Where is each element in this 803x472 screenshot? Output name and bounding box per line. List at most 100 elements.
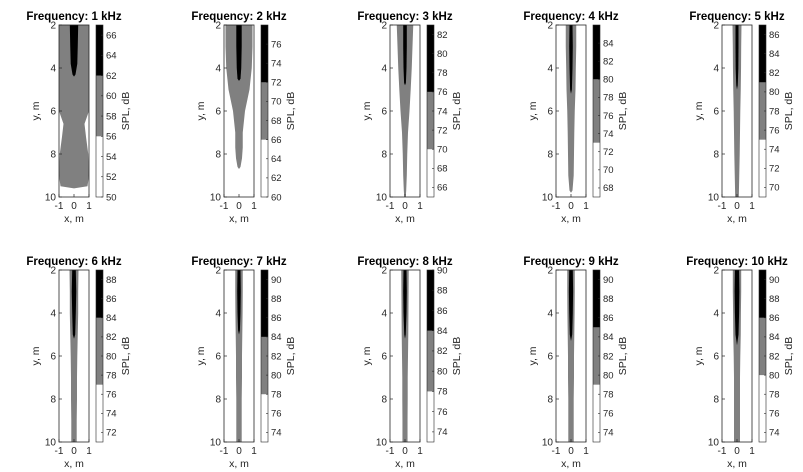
- colorbar-tick-label: 72: [271, 78, 282, 89]
- subplot-title: Frequency: 4 kHz: [523, 11, 618, 23]
- y-tick-label: 2: [713, 21, 719, 32]
- x-axis-label: x, m: [64, 213, 84, 225]
- x-tick-label: 0: [402, 201, 408, 212]
- y-tick-label: 2: [381, 21, 387, 32]
- y-tick-label: 6: [381, 107, 387, 118]
- colorbar-tick-label: 82: [603, 351, 614, 362]
- colorbar-band-mid: [261, 82, 268, 140]
- spl-region-high: [236, 25, 242, 81]
- colorbar-tick-label: 70: [603, 165, 614, 176]
- y-axis-label: y, m: [195, 346, 207, 365]
- colorbar: 50 52 54 56 58 60 62 64 66 SPL, dB: [95, 24, 132, 203]
- subplot-title: Frequency: 3 kHz: [357, 11, 452, 23]
- y-axis-label: y, m: [527, 101, 539, 120]
- colorbar-tick-label: 82: [769, 68, 780, 79]
- colorbar-band-low: [427, 391, 434, 442]
- colorbar-tick-label: 86: [437, 306, 448, 317]
- colorbar-band-high: [427, 270, 434, 331]
- colorbar-tick-label: 82: [603, 57, 614, 68]
- colorbar-label: SPL, dB: [783, 337, 795, 376]
- colorbar-tick-label: 88: [106, 275, 117, 286]
- colorbar-tick-label: 76: [769, 125, 780, 136]
- y-tick-label: 4: [215, 64, 221, 75]
- x-tick-label: 1: [251, 446, 257, 457]
- spl-region-mid: [732, 25, 742, 197]
- colorbar-tick-label: 60: [106, 91, 117, 102]
- colorbar-tick-label: 68: [271, 116, 282, 127]
- y-axis-label: y, m: [361, 346, 373, 365]
- colorbar-band-low: [96, 384, 103, 442]
- colorbar-band-high: [96, 270, 103, 318]
- x-tick-label: 0: [236, 201, 242, 212]
- colorbar-frame: [95, 24, 104, 198]
- x-axis-label: x, m: [561, 213, 581, 225]
- colorbar-tick-label: 56: [106, 132, 117, 143]
- spl-region-mid: [401, 270, 409, 442]
- colorbar-tick-label: 50: [106, 192, 117, 203]
- y-tick-label: 4: [547, 64, 553, 75]
- y-tick-label: 10: [376, 193, 388, 204]
- colorbar: 74 76 78 80 82 84 86 88 90 SPL, dB: [592, 269, 629, 443]
- spl-region-mid: [235, 270, 243, 442]
- x-tick-label: -1: [718, 446, 727, 457]
- colorbar: 74 76 78 80 82 84 86 88 90 SPL, dB: [260, 269, 297, 443]
- colorbar-tick-label: 84: [603, 38, 614, 49]
- y-tick-label: 10: [45, 438, 57, 449]
- colorbar-tick-label: 80: [603, 370, 614, 381]
- subplot-title: Frequency: 9 kHz: [523, 256, 618, 268]
- y-tick-label: 2: [547, 21, 553, 32]
- colorbar-tick-label: 86: [603, 313, 614, 324]
- x-axis-label: x, m: [64, 458, 84, 470]
- colorbar-label: SPL, dB: [285, 337, 297, 376]
- subplot-title: Frequency: 1 kHz: [26, 11, 121, 23]
- colorbar-tick-label: 88: [603, 294, 614, 305]
- colorbar-band-low: [593, 384, 600, 442]
- colorbar-tick-label: 76: [271, 39, 282, 50]
- y-tick-label: 10: [376, 438, 388, 449]
- colorbar-tick-label: 62: [106, 71, 117, 82]
- colorbar: 74 76 78 80 82 84 86 88 90 SPL, dB: [758, 269, 795, 443]
- x-tick-label: 1: [251, 201, 257, 212]
- x-tick-label: 0: [236, 446, 242, 457]
- subplot-title: Frequency: 6 kHz: [26, 256, 121, 268]
- x-tick-label: 0: [71, 446, 77, 457]
- y-tick-label: 8: [381, 150, 387, 161]
- colorbar-tick-label: 88: [769, 294, 780, 305]
- spl-region-high: [568, 270, 574, 341]
- spl-region-high: [735, 25, 739, 90]
- colorbar-tick-label: 70: [769, 183, 780, 194]
- colorbar-band-low: [427, 149, 434, 197]
- y-tick-label: 8: [50, 395, 56, 406]
- colorbar-band-high: [427, 25, 434, 92]
- colorbar-label: SPL, dB: [120, 337, 132, 376]
- colorbar-band-mid: [427, 91, 434, 150]
- colorbar-band-low: [96, 136, 103, 197]
- colorbar-label: SPL, dB: [617, 337, 629, 376]
- colorbar-tick-label: 74: [437, 106, 448, 117]
- spl-region-high: [734, 270, 740, 346]
- spl-region-mid: [59, 25, 89, 189]
- colorbar-tick-label: 90: [437, 265, 448, 276]
- y-tick-label: 6: [50, 107, 56, 118]
- colorbar-tick-label: 90: [271, 275, 282, 286]
- subplot-6: Frequency: 6 kHz -1 0 1 2 4 6 8 10 x, m y, m 72 74 76…: [26, 256, 132, 470]
- y-axis-label: y, m: [30, 101, 42, 120]
- x-tick-label: 0: [71, 201, 77, 212]
- subplot-title: Frequency: 7 kHz: [191, 256, 286, 268]
- x-tick-label: -1: [386, 446, 395, 457]
- colorbar-tick-label: 60: [271, 192, 282, 203]
- colorbar-tick-label: 78: [769, 106, 780, 117]
- spl-region-high: [403, 270, 407, 339]
- y-tick-label: 4: [713, 64, 719, 75]
- colorbar-tick-label: 78: [603, 93, 614, 104]
- colorbar-tick-label: 88: [437, 286, 448, 297]
- colorbar-band-mid: [593, 327, 600, 385]
- y-tick-label: 4: [381, 64, 387, 75]
- y-tick-label: 4: [215, 309, 221, 320]
- colorbar-tick-label: 62: [271, 173, 282, 184]
- colorbar-label: SPL, dB: [451, 92, 463, 131]
- colorbar-tick-label: 78: [437, 387, 448, 398]
